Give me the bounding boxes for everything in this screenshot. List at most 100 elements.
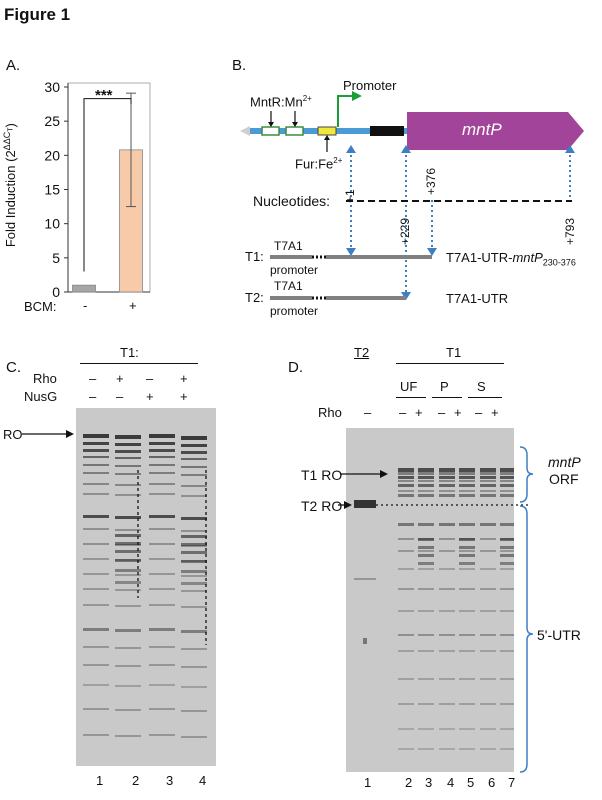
pos-793: +793: [563, 217, 577, 245]
gel-band: [480, 494, 496, 497]
gel-band: [83, 442, 109, 445]
gel-band: [500, 490, 514, 492]
gel-band: [83, 515, 109, 518]
y-tick-label: 15: [44, 182, 60, 198]
gel-band: [459, 748, 475, 750]
t1-promoter-top: T7A1: [274, 239, 303, 253]
t1-promoter-bottom: promoter: [270, 263, 319, 277]
gel-band: [500, 484, 514, 487]
gel-band: [181, 570, 207, 573]
gel-band: [398, 703, 414, 705]
gel-band: [398, 472, 414, 475]
gel-band: [398, 634, 414, 636]
gel-band: [115, 473, 141, 475]
gel-band: [500, 562, 514, 565]
lane-number: 4: [199, 773, 207, 788]
gel-band: [181, 466, 207, 468]
gel-band: [115, 529, 141, 531]
gel-band: [398, 480, 414, 482]
gel-band: [181, 551, 207, 554]
gel-band: [149, 464, 175, 466]
gel-band: [480, 550, 496, 552]
gel-band: [418, 484, 434, 487]
gel-band: [418, 494, 434, 497]
gel-band: [149, 558, 175, 560]
gel-band: [398, 728, 414, 730]
gel-band: [115, 665, 141, 667]
gel-band: [149, 708, 175, 710]
gel-band: [398, 523, 414, 526]
rho-label: Rho: [33, 371, 57, 386]
gel-band: [115, 574, 141, 576]
gel-band: [480, 610, 496, 612]
gel-band: [115, 435, 141, 439]
gel-band: [439, 468, 455, 472]
gel-band: [439, 588, 455, 590]
gel-band: [83, 528, 109, 530]
gel-band: [459, 610, 475, 612]
y-tick-label: 20: [44, 147, 60, 163]
rho-sign: +: [180, 371, 188, 386]
rho-sign: –: [364, 405, 372, 420]
gel-band: [83, 628, 109, 631]
gel-band: [500, 568, 514, 570]
gel-band: [83, 464, 109, 466]
gel-band: [459, 490, 475, 492]
gel-band: [480, 588, 496, 590]
gel-band: [439, 484, 455, 487]
t1-header: T1:: [120, 345, 139, 360]
gel-band: [500, 468, 514, 472]
gel-band: [115, 484, 141, 486]
gel-band: [398, 610, 414, 612]
gel-band: [500, 650, 514, 652]
gel-band: [115, 443, 141, 446]
pos-229: +229: [398, 217, 412, 245]
rho-sign: –: [146, 371, 154, 386]
gel-band: [115, 542, 141, 545]
gel-band: [480, 678, 496, 680]
orf-brace: [519, 446, 534, 503]
gel-band: [149, 472, 175, 474]
gel-band: [500, 546, 514, 549]
rho-sign: –: [475, 405, 483, 420]
lane-number: 6: [488, 775, 496, 790]
gene-label: mntP: [462, 120, 502, 139]
gel-band: [149, 515, 175, 518]
gel-band: [83, 449, 109, 452]
gel-band: [115, 550, 141, 553]
gel-band: [149, 456, 175, 458]
gel-band: [418, 554, 434, 557]
gel-band: [354, 578, 376, 580]
gel-band: [418, 546, 434, 549]
gel-band: [115, 685, 141, 687]
lane-number: 5: [467, 775, 475, 790]
rho-sign: +: [491, 405, 499, 420]
gel-band: [149, 664, 175, 666]
nucleotides-label: Nucleotides:: [253, 193, 331, 209]
lane-number: 3: [166, 773, 174, 788]
bcm-label: BCM:: [24, 299, 57, 314]
gel-band: [439, 480, 455, 482]
gel-band: [83, 573, 109, 575]
gel-band: [480, 523, 496, 526]
gel-band: [439, 490, 455, 492]
rho-sign: +: [454, 405, 462, 420]
gel-band: [418, 610, 434, 612]
gel-band: [115, 581, 141, 584]
gel-band: [439, 472, 455, 475]
gel-band: [459, 484, 475, 487]
utr-brace: [519, 505, 534, 773]
gel-band: [459, 476, 475, 479]
gel-band: [83, 483, 109, 485]
gel-band: [439, 550, 455, 552]
gel-band: [149, 628, 175, 631]
gel-band: [418, 634, 434, 636]
y-tick-label: 0: [52, 284, 60, 300]
nusg-sign: –: [89, 389, 97, 404]
dna-backbone: [250, 128, 580, 134]
gel-band: [83, 434, 109, 438]
orf-italic-label: mntP: [548, 454, 581, 470]
gel-band: [115, 534, 141, 537]
gel-band: [398, 678, 414, 680]
gel-band: [480, 472, 496, 475]
